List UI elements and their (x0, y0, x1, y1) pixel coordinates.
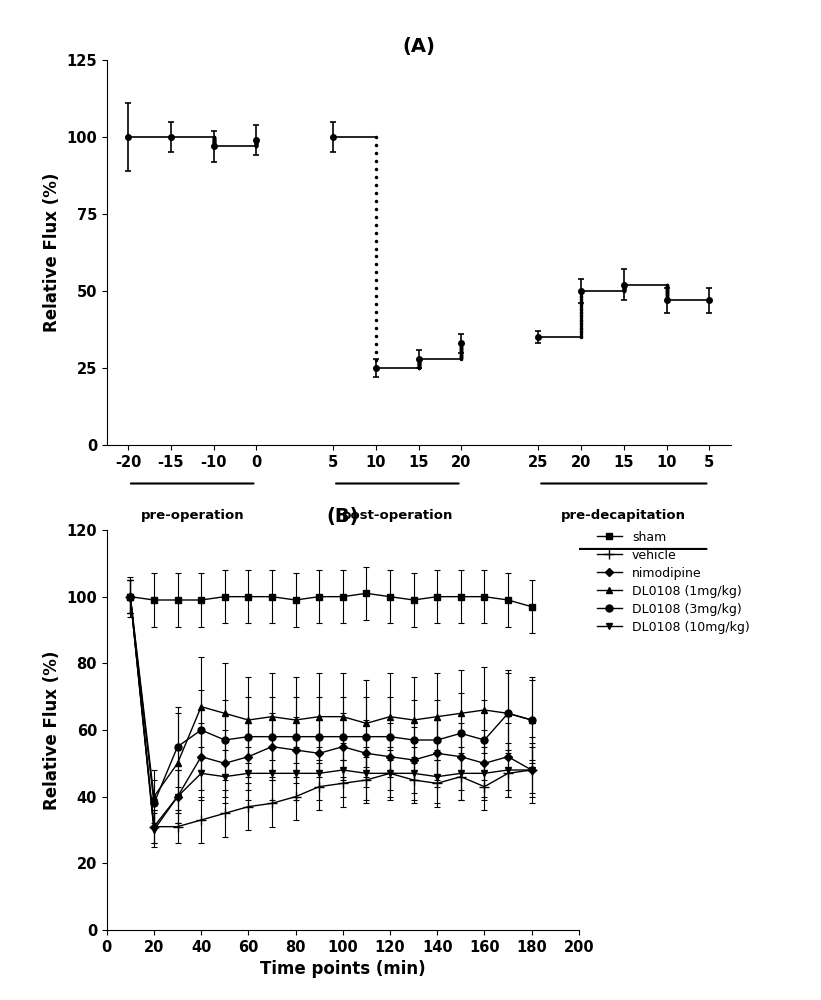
Text: Time (min): Time (min) (364, 574, 474, 592)
Legend: sham, vehicle, nimodipine, DL0108 (1mg/kg), DL0108 (3mg/kg), DL0108 (10mg/kg): sham, vehicle, nimodipine, DL0108 (1mg/k… (594, 528, 752, 636)
Y-axis label: Relative Flux (%): Relative Flux (%) (43, 173, 61, 332)
Text: pre-decapitation: pre-decapitation (562, 509, 686, 522)
Text: post-operation: post-operation (342, 509, 453, 522)
Title: (A): (A) (402, 37, 435, 56)
Y-axis label: Relative Flux (%): Relative Flux (%) (43, 650, 61, 810)
X-axis label: Time points (min): Time points (min) (260, 960, 425, 978)
Title: (B): (B) (327, 507, 359, 526)
Text: pre-operation: pre-operation (140, 509, 244, 522)
